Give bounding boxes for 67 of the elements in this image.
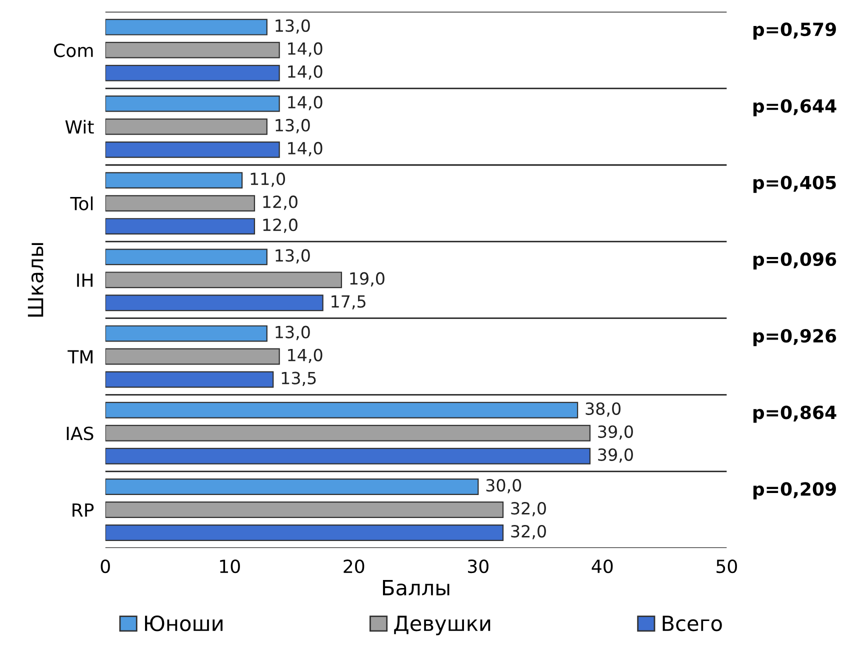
data-label: 39,0 (598, 425, 633, 440)
y-tick-label: IH (77, 274, 92, 287)
bar (105, 402, 578, 418)
data-label: 13,0 (276, 19, 310, 34)
text: p=0,209 (753, 482, 836, 500)
bar (105, 524, 504, 541)
data-label: 19,0 (350, 272, 384, 286)
bar (105, 118, 268, 135)
y-axis-title: Шкалы (28, 243, 44, 317)
bar (105, 248, 268, 266)
data-label: 13,0 (276, 249, 310, 264)
data-label: 14,0 (288, 65, 322, 80)
text: p=0,579 (753, 22, 836, 40)
bar (105, 218, 256, 234)
bar (105, 42, 280, 58)
bar (105, 95, 280, 112)
text: p=0,405 (753, 176, 836, 193)
data-label: 14,0 (288, 96, 322, 110)
x-tick-label: 40 (592, 559, 613, 574)
data-label: 30,0 (486, 478, 522, 494)
bar (105, 64, 280, 82)
text: p=0,096 (753, 252, 836, 270)
bar (105, 502, 504, 518)
text: p=0,926 (753, 328, 836, 346)
bar (105, 172, 243, 189)
data-label: 13,0 (276, 326, 310, 340)
bar (105, 195, 256, 212)
data-label: 12,0 (263, 196, 298, 210)
data-label: 13,0 (276, 118, 310, 134)
y-tick-label: Com (54, 44, 93, 58)
bar (105, 18, 268, 36)
bar (105, 325, 268, 342)
bar (105, 294, 324, 312)
text: p=0,864 (753, 406, 836, 423)
data-label: 14,0 (288, 348, 322, 364)
x-tick-label: 50 (716, 559, 737, 574)
bar (105, 478, 479, 495)
bar (105, 371, 274, 388)
legend-label: Юноши (145, 615, 222, 632)
bar (105, 272, 342, 288)
text: p=0,644 (753, 99, 836, 116)
data-label: 38,0 (586, 402, 621, 417)
y-tick-label: IAS (66, 426, 94, 440)
legend-label: Девушки (394, 616, 490, 636)
bar (105, 141, 280, 158)
bar (105, 348, 280, 365)
y-tick-label: RP (72, 503, 94, 517)
x-tick-label: 20 (344, 559, 364, 574)
data-label: 14,0 (288, 142, 322, 156)
y-tick-label: Tol (70, 196, 93, 210)
data-label: 13,5 (282, 372, 316, 386)
bar (105, 424, 591, 442)
data-label: 11,0 (250, 172, 286, 187)
data-label: 12,0 (263, 218, 298, 233)
legend-label: Всего (662, 616, 722, 632)
x-tick-label: 30 (468, 559, 488, 574)
y-tick-label: TM (68, 350, 92, 364)
data-label: 32,0 (511, 502, 546, 516)
x-axis-title: Баллы (382, 580, 450, 596)
y-tick-label: Wit (65, 120, 94, 134)
data-label: 32,0 (511, 524, 546, 540)
data-label: 14,0 (288, 42, 322, 57)
data-label: 17,5 (332, 295, 366, 310)
data-label: 39,0 (598, 448, 633, 463)
bar (105, 448, 591, 464)
x-tick-label: 10 (220, 559, 240, 574)
x-tick-label: 0 (100, 559, 110, 574)
